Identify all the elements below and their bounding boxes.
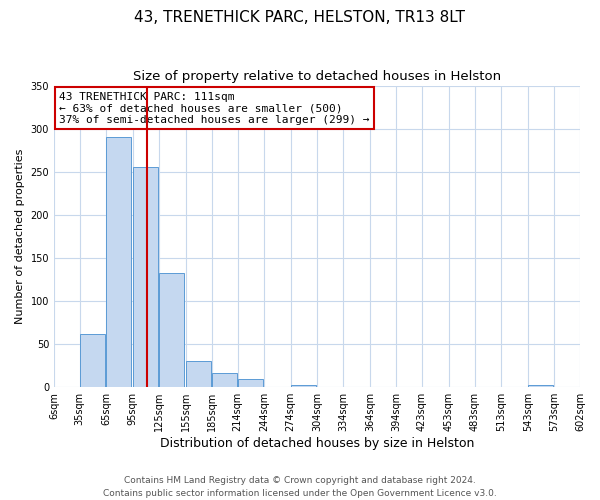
Bar	[186, 362, 211, 387]
Title: Size of property relative to detached houses in Helston: Size of property relative to detached ho…	[133, 70, 501, 83]
Bar	[106, 138, 131, 387]
X-axis label: Distribution of detached houses by size in Helston: Distribution of detached houses by size …	[160, 437, 474, 450]
Text: 43 TRENETHICK PARC: 111sqm
← 63% of detached houses are smaller (500)
37% of sem: 43 TRENETHICK PARC: 111sqm ← 63% of deta…	[59, 92, 370, 125]
Bar	[238, 378, 263, 387]
Bar	[159, 272, 184, 387]
Bar	[80, 334, 105, 387]
Y-axis label: Number of detached properties: Number of detached properties	[15, 148, 25, 324]
Bar	[528, 384, 553, 387]
Text: Contains HM Land Registry data © Crown copyright and database right 2024.
Contai: Contains HM Land Registry data © Crown c…	[103, 476, 497, 498]
Bar	[133, 168, 158, 387]
Text: 43, TRENETHICK PARC, HELSTON, TR13 8LT: 43, TRENETHICK PARC, HELSTON, TR13 8LT	[134, 10, 466, 25]
Bar	[212, 372, 238, 387]
Bar	[291, 384, 316, 387]
